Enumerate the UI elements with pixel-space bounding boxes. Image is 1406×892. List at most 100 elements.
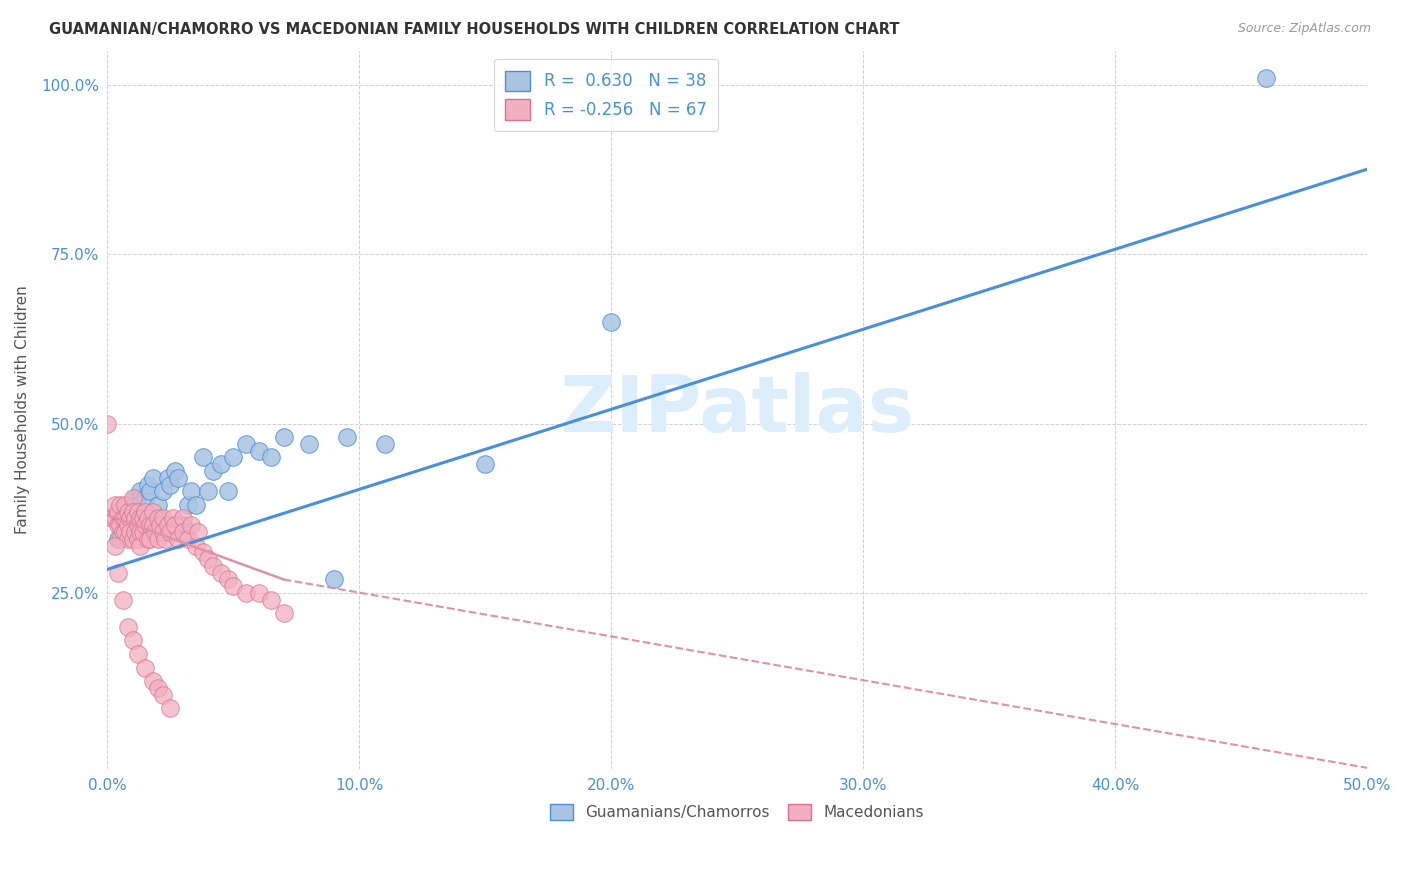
Point [172, 524, 194, 539]
Point [273, 607, 295, 621]
Point [600, 315, 623, 329]
Point [167, 532, 190, 546]
Point [107, 532, 129, 546]
Point [121, 505, 143, 519]
Point [323, 573, 346, 587]
Point [298, 437, 321, 451]
Point [273, 430, 295, 444]
Point [121, 505, 143, 519]
Point [184, 539, 207, 553]
Point [131, 524, 153, 539]
Point [162, 511, 184, 525]
Point [159, 701, 181, 715]
Point [108, 498, 131, 512]
Point [152, 688, 174, 702]
Point [336, 430, 359, 444]
Point [104, 498, 127, 512]
Point [111, 524, 134, 539]
Point [117, 518, 139, 533]
Point [131, 511, 153, 525]
Point [117, 498, 139, 512]
Point [111, 592, 134, 607]
Point [202, 464, 225, 478]
Point [121, 491, 143, 505]
Point [156, 471, 179, 485]
Point [142, 471, 165, 485]
Point [159, 477, 181, 491]
Point [146, 681, 169, 695]
Point [167, 471, 190, 485]
Point [202, 558, 225, 573]
Point [129, 511, 152, 525]
Point [127, 518, 149, 533]
Point [191, 450, 214, 465]
Point [172, 518, 194, 533]
Point [142, 518, 165, 533]
Point [104, 539, 127, 553]
Point [139, 532, 162, 546]
Point [146, 532, 169, 546]
Point [197, 484, 219, 499]
Point [142, 505, 165, 519]
Point [107, 566, 129, 580]
Point [129, 539, 152, 553]
Y-axis label: Family Households with Children: Family Households with Children [15, 285, 30, 534]
Point [108, 532, 131, 546]
Point [143, 524, 166, 539]
Point [184, 498, 207, 512]
Point [108, 518, 131, 533]
Point [101, 511, 124, 525]
Point [235, 586, 257, 600]
Point [156, 518, 179, 533]
Point [107, 518, 129, 533]
Point [134, 518, 156, 533]
Point [187, 524, 209, 539]
Point [139, 518, 162, 533]
Point [152, 511, 174, 525]
Point [247, 586, 270, 600]
Point [134, 505, 156, 519]
Point [260, 450, 283, 465]
Point [222, 579, 245, 593]
Point [129, 524, 152, 539]
Point [124, 524, 146, 539]
Point [107, 505, 129, 519]
Point [217, 484, 239, 499]
Point [180, 484, 202, 499]
Point [136, 477, 159, 491]
Point [209, 566, 232, 580]
Point [104, 511, 127, 525]
Point [217, 573, 239, 587]
Point [177, 532, 200, 546]
Point [1254, 70, 1277, 85]
Point [149, 518, 172, 533]
Point [121, 532, 143, 546]
Point [111, 511, 134, 525]
Point [114, 498, 136, 512]
Point [134, 660, 156, 674]
Point [108, 518, 131, 533]
Point [117, 532, 139, 546]
Point [235, 437, 257, 451]
Point [114, 524, 136, 539]
Point [159, 524, 181, 539]
Point [474, 457, 496, 471]
Point [127, 498, 149, 512]
Point [96, 417, 118, 431]
Point [114, 511, 136, 525]
Point [260, 592, 283, 607]
Point [139, 484, 162, 499]
Point [177, 498, 200, 512]
Point [117, 505, 139, 519]
Point [127, 647, 149, 661]
Point [129, 484, 152, 499]
Point [121, 633, 143, 648]
Point [134, 491, 156, 505]
Point [114, 511, 136, 525]
Point [373, 437, 395, 451]
Point [152, 484, 174, 499]
Legend: Guamanians/Chamorros, Macedonians: Guamanians/Chamorros, Macedonians [544, 797, 929, 826]
Point [127, 532, 149, 546]
Text: GUAMANIAN/CHAMORRO VS MACEDONIAN FAMILY HOUSEHOLDS WITH CHILDREN CORRELATION CHA: GUAMANIAN/CHAMORRO VS MACEDONIAN FAMILY … [49, 22, 900, 37]
Point [222, 450, 245, 465]
